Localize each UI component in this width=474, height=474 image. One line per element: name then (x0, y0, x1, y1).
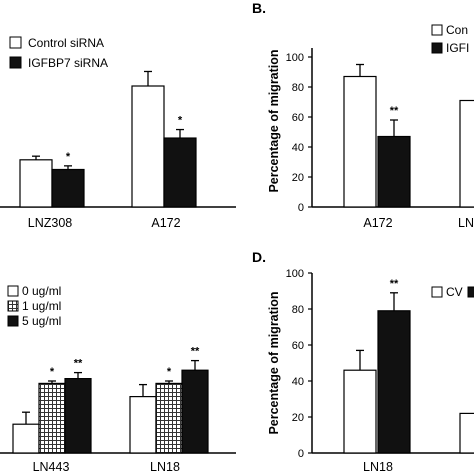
y-tick-label: 80 (292, 82, 304, 94)
bar-control-sirna-a172 (131, 85, 165, 208)
bar-cv (459, 412, 474, 454)
legend-label-igfbp7-sirna: IGFBP7 siRNA (28, 56, 108, 70)
panel-d-legend: CV (431, 285, 474, 299)
bar-1-ug-ml-ln18 (155, 382, 183, 454)
panel-d-letter: D. (252, 249, 266, 265)
y-tick-label: 40 (292, 376, 304, 388)
significance-mark: ** (74, 358, 83, 370)
significance-mark: * (66, 151, 71, 163)
legend-swatch-control-sirna (9, 36, 22, 49)
legend-label-cv: CV (446, 285, 463, 299)
y-tick-label: 60 (292, 340, 304, 352)
y-tick-label: 0 (298, 448, 304, 460)
legend-label-0-ugml: 0 ug/ml (22, 284, 61, 298)
y-tick-label: 40 (292, 142, 304, 154)
legend-swatch-0-ugml (7, 285, 19, 297)
bar-con-a172 (343, 75, 377, 208)
panel-b-y-axis-title: Percentage of migration (267, 49, 281, 192)
legend-swatch-cv (431, 286, 443, 298)
legend-swatch-5-ugml (7, 315, 19, 327)
bar-0-ug-ml-ln443 (12, 423, 40, 454)
y-tick-label: 0 (298, 202, 304, 214)
bar-control-sirna-lnz308 (19, 159, 53, 208)
legend-label-1-ugml: 1 ug/ml (22, 299, 61, 313)
bar-igfbp7-sirna-a172 (163, 137, 197, 208)
bar-cv-ln18 (343, 369, 377, 454)
panel-a-legend: Control siRNA IGFBP7 siRNA (9, 36, 108, 70)
legend-swatch-igfbp7-sirna (9, 56, 22, 69)
bar-con-ln (459, 99, 474, 208)
legend-label-con: Con (446, 23, 468, 37)
panel-d-y-axis-title: Percentage of migration (267, 291, 281, 434)
panel-a-chart: * * LNZ308 A172 Control siRNA IGFBP7 siRNA (0, 36, 236, 230)
y-tick-label: 60 (292, 112, 304, 124)
legend-label-5-ugml: 5 ug/ml (22, 314, 61, 328)
bar-1-ug-ml-ln443 (38, 382, 66, 454)
significance-mark: ** (390, 105, 399, 117)
significance-mark: ** (390, 278, 399, 290)
bar-igfbp7-sirna-lnz308 (51, 168, 85, 208)
y-tick-label: 20 (292, 412, 304, 424)
category-label-ln443: LN443 (33, 460, 70, 474)
legend-label-control-sirna: Control siRNA (28, 36, 104, 50)
category-label-ln18: LN18 (363, 460, 393, 474)
legend-swatch-igfi (431, 42, 443, 54)
significance-mark: ** (191, 346, 200, 358)
category-label-lnz308: LNZ308 (28, 216, 73, 230)
bar-0-ug-ml-ln18 (129, 396, 157, 454)
legend-label-igfi: IGFI (446, 41, 469, 55)
panel-b-chart: B. Percentage of migration 020406080100 … (252, 0, 474, 230)
category-label-a172: A172 (151, 216, 180, 230)
panel-b-letter: B. (252, 0, 266, 16)
panel-c-chart: ****** LN443 LN18 0 ug/ml 1 ug/ml 5 ug/ml (0, 284, 236, 474)
category-label-a172: A172 (363, 216, 392, 230)
significance-mark: * (178, 115, 183, 127)
y-tick-label: 20 (292, 172, 304, 184)
panel-b-legend: Con IGFI (431, 23, 469, 55)
y-tick-label: 80 (292, 304, 304, 316)
significance-mark: * (167, 366, 172, 378)
y-tick-label: 100 (286, 268, 304, 280)
bar-igfi-a172 (377, 135, 411, 208)
legend-swatch-con (431, 24, 443, 36)
bar-5-ug-ml-ln18 (181, 369, 209, 454)
legend-swatch-1-ugml (7, 300, 19, 312)
bar-series-1-ln18 (377, 310, 411, 454)
panel-d-chart: D. Percentage of migration 020406080100 … (252, 249, 474, 474)
y-tick-label: 100 (286, 52, 304, 64)
category-label-ln: LN (458, 216, 474, 230)
bar-5-ug-ml-ln443 (64, 378, 92, 454)
legend-swatch-cv-partial (467, 286, 474, 298)
category-label-ln18: LN18 (150, 460, 180, 474)
panel-c-legend: 0 ug/ml 1 ug/ml 5 ug/ml (7, 284, 61, 328)
significance-mark: * (50, 366, 55, 378)
